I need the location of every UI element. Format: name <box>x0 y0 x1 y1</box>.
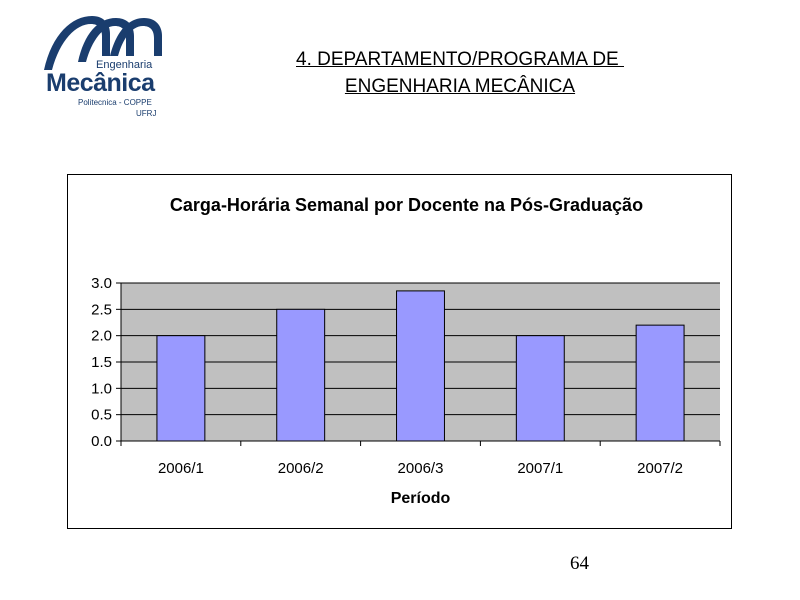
bar <box>156 335 206 442</box>
y-tick-label: 1.5 <box>91 354 112 371</box>
x-tick-label: 2006/1 <box>158 460 204 477</box>
x-axis-label: Período <box>391 490 451 507</box>
y-tick-label: 2.0 <box>91 328 112 345</box>
slide-title-line-1: 4. DEPARTAMENTO/PROGRAMA DE <box>296 49 624 70</box>
y-tick-label: 3.0 <box>91 275 112 292</box>
bar <box>276 308 326 442</box>
bar <box>515 335 565 442</box>
slide-title-line-2: ENGENHARIA MECÂNICA <box>344 76 576 97</box>
x-tick-label: 2006/3 <box>398 460 444 477</box>
logo-sub-text-1: Politecnica - COPPE <box>78 98 152 107</box>
logo: Engenharia Mecânica Politecnica - COPPE … <box>38 12 168 122</box>
x-tick-label: 2006/2 <box>278 460 324 477</box>
bar-chart: Carga-Horária Semanal por Docente na Pós… <box>91 195 721 507</box>
page-number: 64 <box>570 553 589 574</box>
y-tick-label: 2.5 <box>91 301 112 318</box>
chart-title: Carga-Horária Semanal por Docente na Pós… <box>170 195 643 215</box>
logo-top-text: Engenharia <box>96 59 153 71</box>
y-tick-label: 0.5 <box>91 407 112 424</box>
logo-sub-text-2: UFRJ <box>136 109 157 118</box>
logo-arches-graphic <box>44 16 162 70</box>
bar <box>396 290 445 442</box>
x-tick-label: 2007/1 <box>517 460 563 477</box>
y-tick-label: 0.0 <box>91 433 112 450</box>
logo-main-text: Mecânica <box>46 69 155 97</box>
chart-container: Carga-Horária Semanal por Docente na Pós… <box>67 174 732 529</box>
y-tick-label: 1.0 <box>91 380 112 397</box>
bar <box>635 324 685 442</box>
slide-title: 4. DEPARTAMENTO/PROGRAMA DE ENGENHARIA M… <box>200 46 720 100</box>
x-tick-label: 2007/2 <box>637 460 683 477</box>
